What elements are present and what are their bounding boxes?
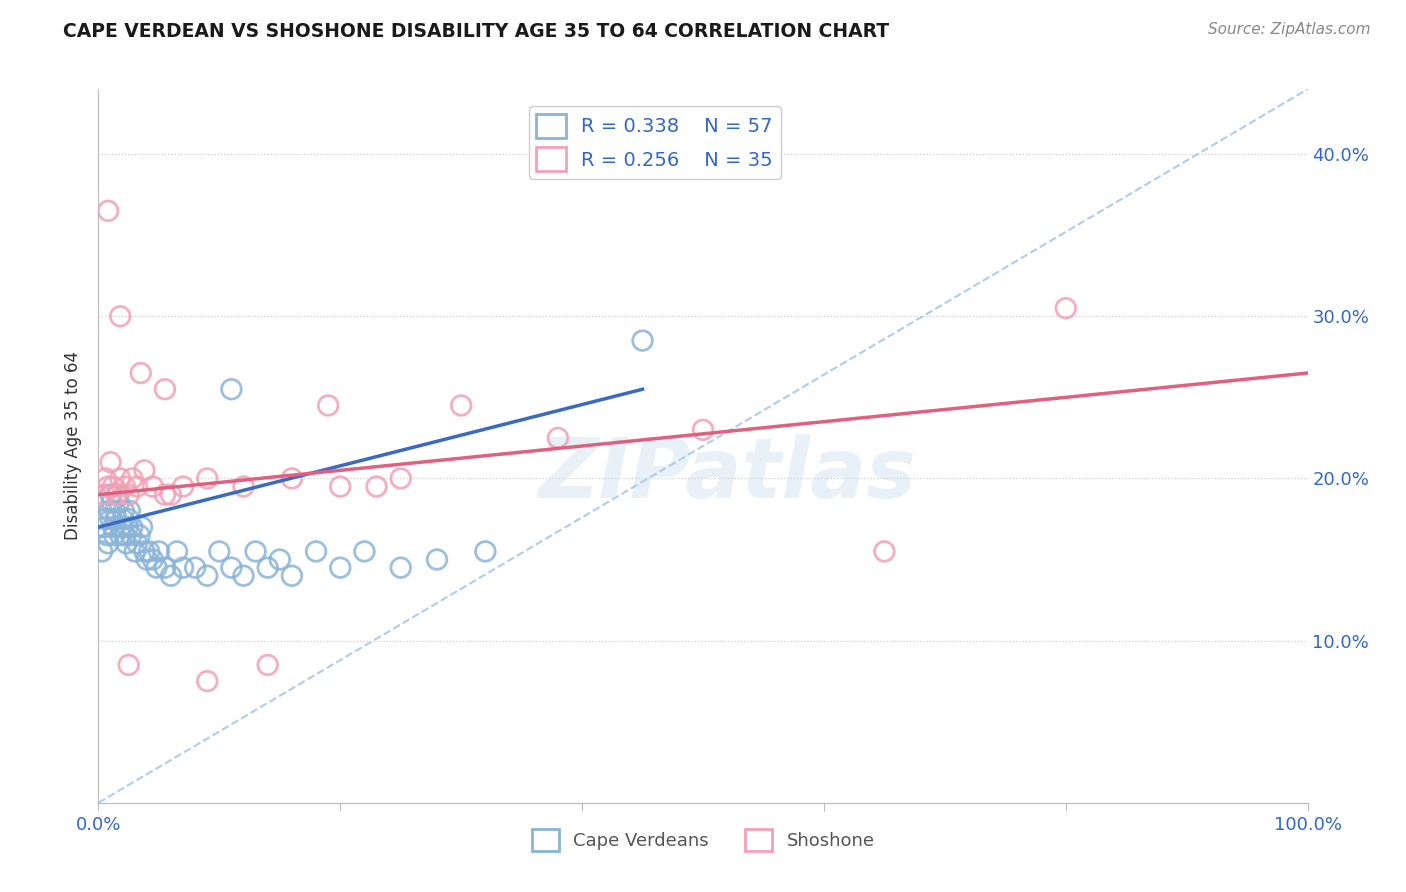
Point (117, 520, 139, 534)
Point (232, 479, 254, 493)
Point (329, 560, 352, 574)
Point (305, 544, 328, 558)
Point (93, 488, 115, 502)
Point (221, 382, 243, 396)
Point (118, 504, 141, 518)
Point (107, 488, 129, 502)
Point (114, 528, 136, 542)
Point (100, 496, 122, 510)
Point (389, 560, 412, 574)
Legend: Cape Verdeans, Shoshone: Cape Verdeans, Shoshone (524, 822, 882, 858)
Point (142, 479, 165, 493)
Point (232, 568, 254, 582)
Point (97, 479, 120, 493)
Point (389, 471, 412, 485)
Point (195, 471, 218, 485)
Point (1054, 301, 1077, 315)
Point (121, 471, 143, 485)
Point (281, 568, 304, 582)
Point (873, 544, 896, 558)
Point (97, 536, 120, 550)
Point (112, 504, 135, 518)
Text: Source: ZipAtlas.com: Source: ZipAtlas.com (1208, 22, 1371, 37)
Point (127, 479, 149, 493)
Point (104, 504, 127, 518)
Point (96, 528, 118, 542)
Point (134, 463, 156, 477)
Point (153, 488, 176, 502)
Point (121, 520, 143, 534)
Point (353, 544, 375, 558)
Point (118, 512, 141, 526)
Point (135, 552, 157, 566)
Point (108, 471, 131, 485)
Point (450, 399, 472, 413)
Point (269, 552, 291, 566)
Point (131, 520, 153, 534)
Point (118, 657, 141, 672)
Point (93, 520, 115, 534)
Point (124, 544, 146, 558)
Point (145, 560, 167, 574)
Point (426, 552, 449, 566)
Point (221, 560, 243, 574)
Point (329, 479, 352, 493)
Point (281, 471, 304, 485)
Point (100, 455, 122, 469)
Point (105, 488, 128, 502)
Point (160, 568, 183, 582)
Point (142, 552, 165, 566)
Point (114, 479, 136, 493)
Point (108, 528, 131, 542)
Point (129, 366, 152, 380)
Point (111, 512, 134, 526)
Point (153, 382, 176, 396)
Point (172, 560, 194, 574)
Point (474, 544, 496, 558)
Point (208, 544, 231, 558)
Point (94, 471, 117, 485)
Point (245, 544, 267, 558)
Point (103, 528, 125, 542)
Point (172, 479, 194, 493)
Point (184, 560, 207, 574)
Point (101, 520, 124, 534)
Point (98, 504, 121, 518)
Point (195, 568, 218, 582)
Point (115, 536, 138, 550)
Point (692, 423, 714, 437)
Point (108, 496, 131, 510)
Text: ZIPatlas: ZIPatlas (538, 434, 917, 515)
Point (100, 512, 122, 526)
Point (631, 334, 654, 348)
Point (128, 528, 150, 542)
Point (160, 488, 183, 502)
Point (105, 512, 128, 526)
Point (366, 479, 388, 493)
Point (127, 536, 149, 550)
Point (110, 520, 132, 534)
Point (101, 479, 124, 493)
Point (547, 431, 569, 445)
Point (118, 488, 141, 502)
Point (316, 399, 339, 413)
Point (97, 203, 120, 218)
Point (166, 544, 188, 558)
Point (195, 674, 218, 689)
Point (94, 512, 117, 526)
Y-axis label: Disability Age 35 to 64: Disability Age 35 to 64 (65, 351, 83, 541)
Point (91, 544, 114, 558)
Point (100, 488, 122, 502)
Point (134, 544, 156, 558)
Point (153, 560, 176, 574)
Point (256, 560, 278, 574)
Text: CAPE VERDEAN VS SHOSHONE DISABILITY AGE 35 TO 64 CORRELATION CHART: CAPE VERDEAN VS SHOSHONE DISABILITY AGE … (63, 22, 890, 41)
Point (256, 657, 278, 672)
Point (148, 544, 170, 558)
Point (138, 544, 160, 558)
Point (120, 528, 142, 542)
Point (108, 310, 131, 324)
